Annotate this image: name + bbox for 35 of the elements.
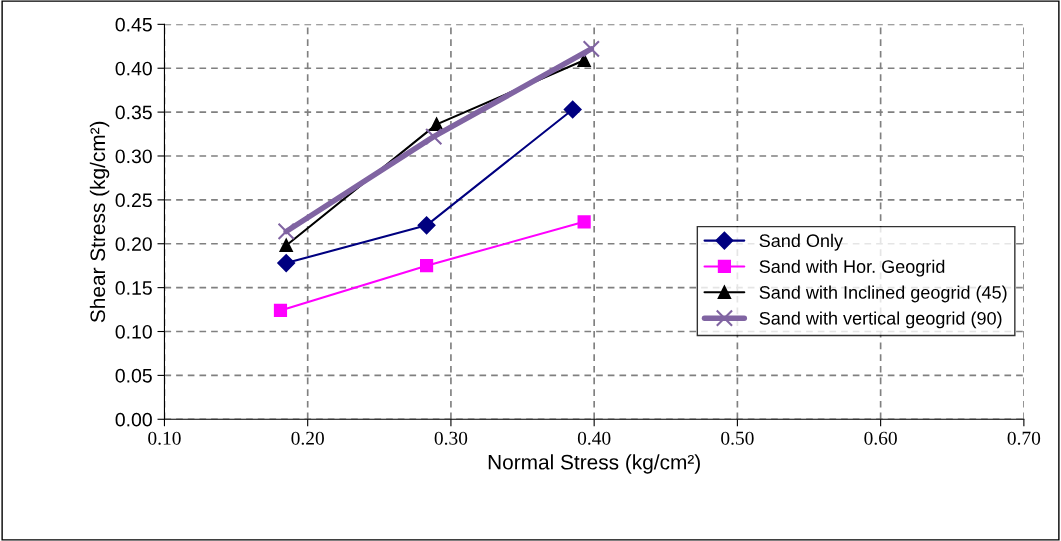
x-tick-label: 0.70 — [1007, 431, 1041, 445]
y-axis-title: Shear Stress (kg/cm²) — [89, 121, 110, 323]
y-tick-label: 0.40 — [115, 61, 152, 76]
legend-label: Sand Only — [759, 233, 843, 251]
point — [582, 40, 600, 58]
x-tick-label: 0.20 — [291, 431, 324, 445]
point — [277, 254, 296, 272]
x-tick-label: 0.10 — [148, 431, 181, 445]
y-tick-label: 0.20 — [115, 237, 152, 251]
legend-label: Sand with Hor. Geogrid — [759, 259, 945, 277]
legend-label: Sand with vertical geogrid (90) — [759, 311, 1002, 329]
point — [577, 215, 591, 229]
y-tick-label: 0.45 — [115, 17, 152, 32]
point — [430, 117, 444, 131]
point — [417, 216, 436, 235]
y-tick-label: 0.35 — [115, 105, 152, 120]
y-tick-label: 0.05 — [115, 368, 152, 383]
y-tick-label: 0.10 — [115, 324, 152, 339]
point — [273, 303, 288, 318]
legend-label: Sand with Inclined geogrid (45) — [759, 285, 1007, 303]
point — [563, 100, 582, 119]
point — [277, 222, 295, 241]
x-tick-label: 0.40 — [577, 431, 611, 445]
x-tick-label: 0.60 — [864, 431, 897, 445]
y-tick-label: 0.00 — [115, 412, 152, 427]
point — [577, 53, 591, 67]
x-tick-label: 0.30 — [434, 431, 468, 445]
point — [425, 127, 443, 146]
x-axis-title: Normal Stress (kg/cm²) — [488, 454, 700, 474]
x-tick-label: 0.50 — [721, 431, 754, 445]
point — [419, 259, 434, 273]
y-tick-label: 0.15 — [115, 281, 152, 295]
y-tick-label: 0.30 — [115, 149, 152, 164]
y-tick-label: 0.25 — [115, 193, 152, 208]
point — [279, 238, 293, 253]
